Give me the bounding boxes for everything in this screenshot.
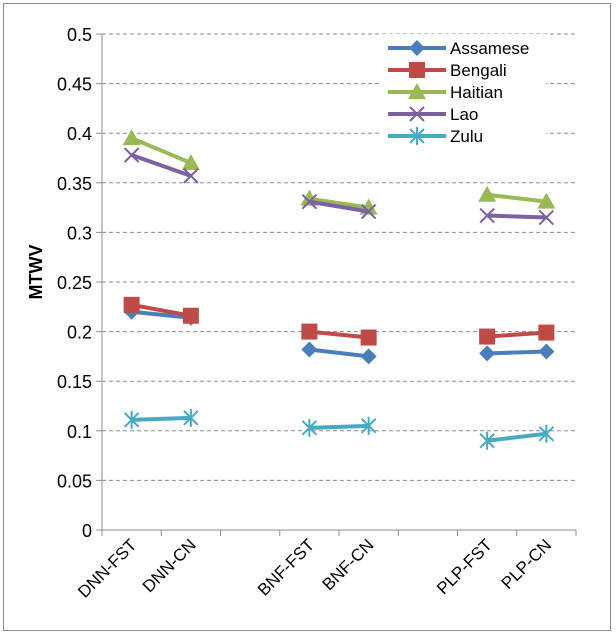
series-line (309, 329, 369, 340)
y-tick-label: 0.05 (57, 471, 92, 491)
marker-star (301, 418, 318, 437)
marker-triangle (537, 192, 556, 209)
x-tick-label: BNF-FST (254, 535, 318, 599)
legend-item-assamese: Assamese (388, 39, 529, 58)
series-line (309, 199, 369, 214)
marker-diamond (479, 345, 496, 362)
series-line (131, 309, 192, 320)
marker-x (301, 193, 318, 210)
series-line (131, 302, 192, 318)
x-tick-label: DNN-FST (74, 535, 140, 601)
y-tick-label: 0.3 (67, 223, 92, 243)
x-tick-label: BNF-CN (319, 535, 378, 594)
marker-star (123, 410, 140, 429)
y-tick-label: 0.35 (57, 174, 92, 194)
marker-triangle (122, 129, 141, 146)
marker-star (360, 416, 377, 435)
marker-square (409, 62, 425, 78)
series-haitian (122, 129, 556, 215)
legend-label: Bengali (450, 61, 507, 80)
legend-item-haitian: Haitian (388, 83, 503, 102)
marker-square (479, 328, 496, 345)
marker-diamond (409, 40, 425, 56)
series-line (130, 153, 192, 178)
series-line (309, 347, 369, 359)
series-bengali (123, 296, 555, 346)
marker-square (123, 296, 140, 313)
marker-diamond (301, 341, 318, 358)
series-line (130, 136, 192, 165)
y-tick-label: 0.5 (67, 25, 92, 45)
legend-item-lao: Lao (388, 105, 478, 124)
marker-x (409, 106, 425, 122)
legend-label: Assamese (450, 39, 529, 58)
marker-square (538, 324, 555, 341)
legend-label: Haitian (450, 83, 503, 102)
y-tick-label: 0.15 (57, 372, 92, 392)
series-line (487, 349, 547, 356)
y-tick-label: 0.25 (57, 273, 92, 293)
legend-item-zulu: Zulu (388, 127, 483, 146)
chart-frame (3, 3, 611, 631)
series-line (487, 213, 547, 220)
marker-star (538, 424, 555, 443)
series-line (486, 192, 547, 204)
series-line (309, 196, 369, 210)
marker-x (123, 147, 140, 163)
marker-x (538, 209, 555, 226)
marker-triangle (408, 83, 426, 99)
legend-label: Lao (450, 105, 478, 124)
marker-star (479, 431, 495, 450)
y-tick-label: 0.2 (67, 323, 92, 343)
y-tick-label: 0 (82, 521, 92, 541)
marker-square (182, 307, 199, 324)
y-tick-label: 0.1 (67, 422, 92, 442)
series-line (309, 423, 369, 430)
marker-square (301, 323, 318, 340)
legend-label: Zulu (450, 127, 483, 146)
legend: Assamese Bengali Haitian Lao Zulu (380, 34, 546, 152)
marker-diamond (360, 348, 377, 365)
marker-triangle (478, 185, 497, 202)
marker-star (183, 408, 199, 427)
marker-x (360, 203, 377, 220)
y-axis-label: MTWV (26, 245, 46, 300)
x-tick-label: PLP-CN (498, 535, 556, 593)
y-tick-label: 0.45 (57, 75, 92, 95)
series-lao (123, 147, 555, 226)
series-line (486, 431, 547, 443)
legend-item-bengali: Bengali (388, 61, 507, 80)
x-tick-label: PLP-FST (433, 535, 496, 598)
series-line (486, 330, 547, 339)
marker-triangle (181, 153, 200, 170)
marker-diamond (538, 343, 555, 360)
marker-star (409, 127, 425, 145)
series-line (131, 415, 191, 422)
series-zulu (123, 408, 555, 450)
x-tick-label: DNN-CN (139, 535, 200, 596)
marker-x (183, 168, 199, 184)
series-group (122, 129, 556, 450)
y-tick-label: 0.4 (67, 124, 92, 144)
marker-x (479, 207, 495, 224)
marker-square (360, 329, 377, 346)
